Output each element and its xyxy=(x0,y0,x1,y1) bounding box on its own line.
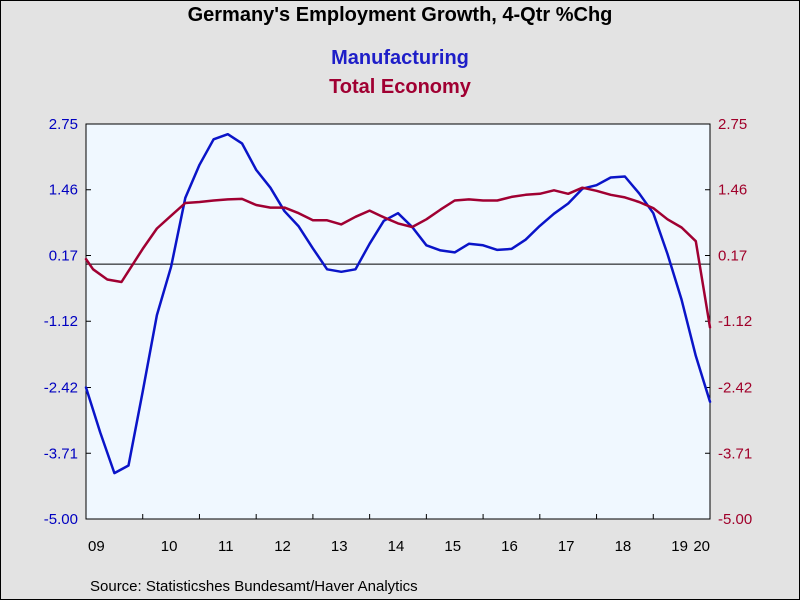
y-tick-label-left: -5.00 xyxy=(44,511,78,528)
series-lines xyxy=(84,132,712,475)
y-tick-label-right: -2.42 xyxy=(718,380,752,397)
y-axis-right: 2.75 1.46 0.17 -1.12 -2.42 -3.71 -5.00 xyxy=(705,116,752,528)
x-tick-label: 09 xyxy=(88,538,105,555)
x-tick-label: 18 xyxy=(615,538,632,555)
x-tick-label: 15 xyxy=(444,538,461,555)
x-axis: 09 10 11 12 13 14 15 16 17 18 19 20 xyxy=(85,514,711,555)
y-tick-label-right: -5.00 xyxy=(718,511,752,528)
y-tick-label-left: -1.12 xyxy=(44,313,78,330)
y-tick-label-right: -3.71 xyxy=(718,445,752,462)
chart-title: Germany's Employment Growth, 4-Qtr %Chg xyxy=(188,4,613,26)
legend-total-economy: Total Economy xyxy=(329,76,472,98)
y-tick-label-left: 2.75 xyxy=(49,116,78,133)
y-tick-label-left: -3.71 xyxy=(44,445,78,462)
y-tick-label-left: 0.17 xyxy=(49,247,78,264)
x-tick-label: 14 xyxy=(388,538,405,555)
y-tick-label-right: 1.46 xyxy=(718,182,747,199)
x-tick-label: 11 xyxy=(218,538,234,555)
x-tick-label: 19 xyxy=(671,538,688,555)
x-tick-label: 13 xyxy=(331,538,348,555)
x-tick-label: 10 xyxy=(161,538,178,555)
y-tick-label-right: 2.75 xyxy=(718,116,747,133)
y-tick-label-left: 1.46 xyxy=(49,182,78,199)
source-note: Source: Statisticshes Bundesamt/Haver An… xyxy=(90,578,418,595)
y-axis-left: 2.75 1.46 0.17 -1.12 -2.42 -3.71 -5.00 xyxy=(44,116,91,528)
x-tick-label: 12 xyxy=(274,538,291,555)
y-tick-label-left: -2.42 xyxy=(44,380,78,397)
legend-manufacturing: Manufacturing xyxy=(331,47,469,69)
x-tick-label: 20 xyxy=(693,538,710,555)
series-line-manufacturing xyxy=(84,132,712,475)
plot-area xyxy=(85,123,711,520)
series-line-total-economy xyxy=(84,186,712,329)
y-tick-label-right: -1.12 xyxy=(718,313,752,330)
x-tick-label: 17 xyxy=(558,538,575,555)
y-tick-label-right: 0.17 xyxy=(718,247,747,264)
x-tick-label: 16 xyxy=(501,538,518,555)
